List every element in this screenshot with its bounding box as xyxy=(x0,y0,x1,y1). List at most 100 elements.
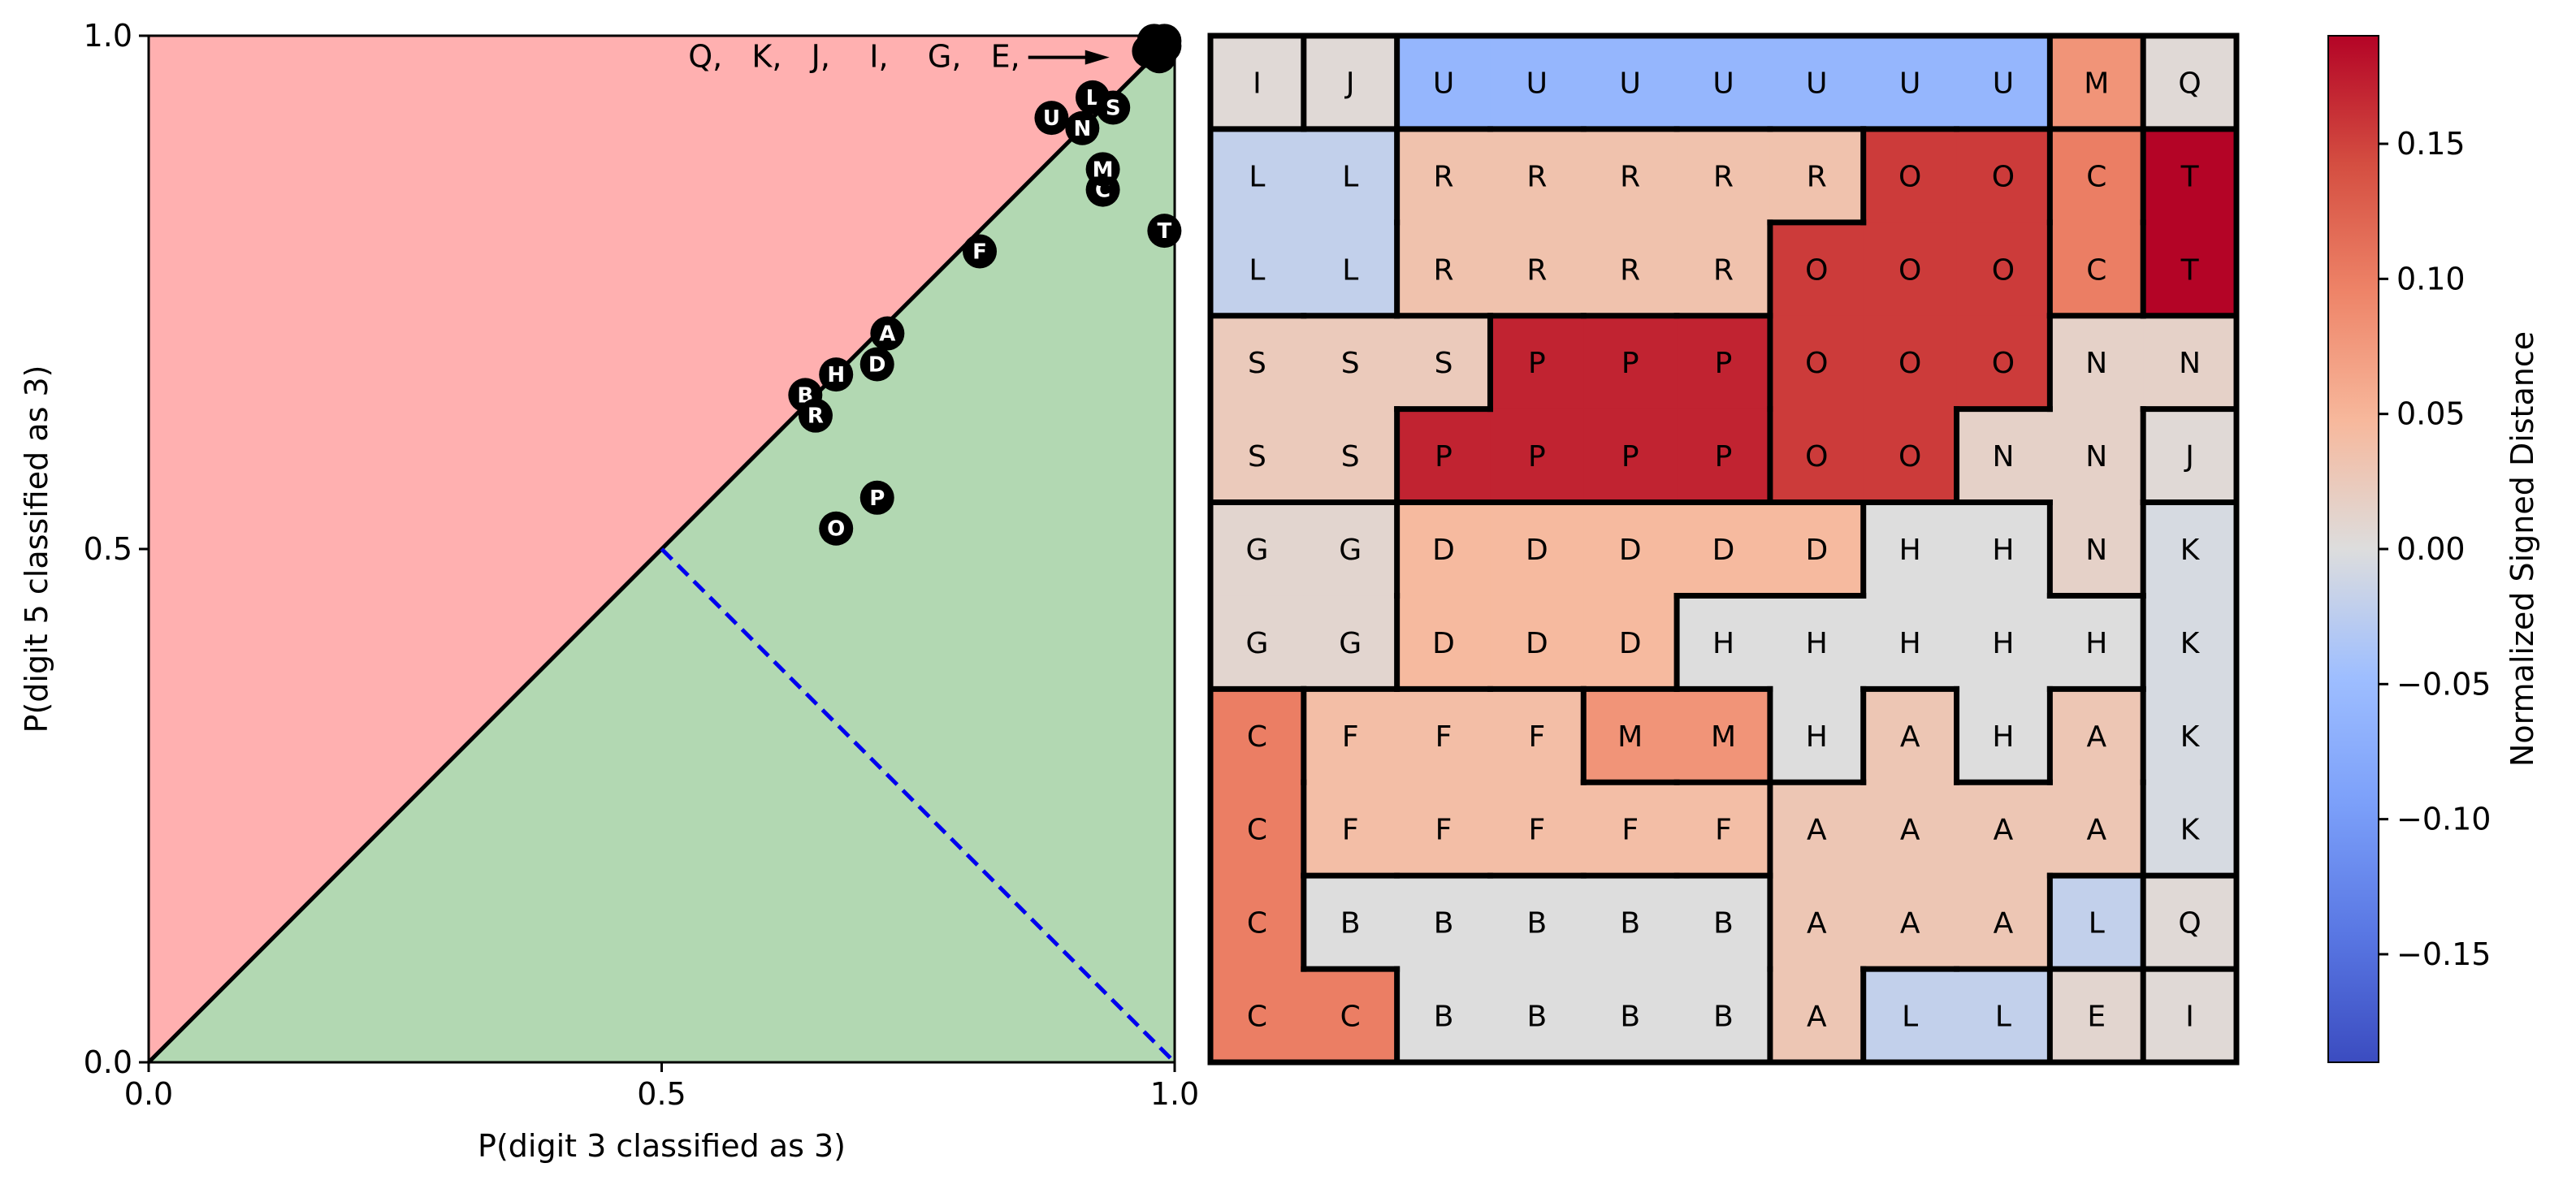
heatmap-cell xyxy=(2143,782,2237,876)
heatmap-cell-label: A xyxy=(2086,720,2106,754)
heatmap-cell xyxy=(1303,36,1398,130)
heatmap-cell-label: B xyxy=(1713,907,1734,940)
heatmap-cell xyxy=(1490,222,1584,317)
heatmap-cell xyxy=(1583,969,1678,1063)
heatmap-cell-label: D xyxy=(1526,534,1548,567)
heatmap-cell xyxy=(1490,595,1584,690)
heatmap-cell-label: B xyxy=(1620,1001,1640,1034)
heatmap-cell xyxy=(2050,876,2144,970)
heatmap-cell-label: D xyxy=(1526,627,1548,660)
heatmap-cell-label: H xyxy=(1899,534,1921,567)
heatmap-cell xyxy=(1583,222,1678,317)
heatmap-cell xyxy=(1396,315,1491,410)
heatmap-cell xyxy=(1210,315,1305,410)
point-marker xyxy=(870,316,905,351)
point-marker xyxy=(1034,101,1069,136)
heatmap-cell xyxy=(1303,969,1398,1063)
heatmap-cell xyxy=(1210,689,1305,783)
heatmap-cell-label: A xyxy=(2086,814,2106,847)
heatmap-cell-label: C xyxy=(1247,720,1267,754)
heatmap-cell xyxy=(1863,876,1958,970)
heatmap-cell-label: L xyxy=(1995,1001,2011,1034)
heatmap-cell xyxy=(2050,222,2144,317)
scatter-x-axis-label: P(digit 3 classified as 3) xyxy=(478,1128,846,1164)
heatmap-cell xyxy=(1303,222,1398,317)
heatmap-cell-label: T xyxy=(2180,160,2200,193)
heatmap-cell-label: N xyxy=(2085,534,2107,567)
heatmap-cell-label: F xyxy=(1342,720,1359,754)
heatmap-cell-label: A xyxy=(1807,814,1827,847)
heatmap-cell-label: A xyxy=(1900,907,1920,940)
heatmap-cell-label: N xyxy=(1992,440,2014,473)
heatmap-cell xyxy=(1769,222,1864,317)
heatmap-cell xyxy=(2050,782,2144,876)
heatmap-cell xyxy=(1303,502,1398,596)
point-label: U xyxy=(1043,106,1060,131)
heatmap-cell-label: C xyxy=(1247,814,1267,847)
heatmap-cell-label: H xyxy=(1806,720,1828,754)
heatmap-frame xyxy=(1207,32,2240,1066)
heatmap-cell xyxy=(2143,409,2237,504)
heatmap-cell-label: O xyxy=(1898,347,1921,380)
point-label: A xyxy=(879,322,895,347)
reference-dashed-line xyxy=(660,547,1176,1064)
heatmap-cell-label: S xyxy=(1248,347,1266,380)
heatmap-cell-label: R xyxy=(1526,253,1547,287)
heatmap-cell xyxy=(1769,128,1864,223)
heatmap-cell xyxy=(1210,222,1305,317)
heatmap-cell-label: R xyxy=(1713,160,1734,193)
heatmap-cell-label: O xyxy=(1992,253,2015,287)
heatmap-cell xyxy=(1863,689,1958,783)
heatmap-cell-label: K xyxy=(2180,627,2201,660)
colorbar-label: Normalized Signed Distance xyxy=(2505,331,2540,767)
heatmap-cell-label: O xyxy=(1992,347,2015,380)
heatmap-cell-label: L xyxy=(1249,160,1265,193)
heatmap-cell xyxy=(1956,128,2050,223)
heatmap-cell-label: U xyxy=(1806,67,1827,100)
heatmap-cell-label: M xyxy=(2084,67,2109,100)
heatmap-cell xyxy=(1210,502,1305,596)
heatmap-cell-label: F xyxy=(1342,814,1359,847)
point-U: U xyxy=(1034,101,1069,136)
heatmap-cell-label: O xyxy=(1898,160,1921,193)
point-O: O xyxy=(819,511,854,546)
point-marker xyxy=(819,511,854,546)
heatmap-cell xyxy=(1583,689,1678,783)
point-S: S xyxy=(1096,90,1131,125)
heatmap-cell-label: N xyxy=(2179,347,2201,380)
heatmap-cell-label: M xyxy=(1711,720,1736,754)
heatmap-cell xyxy=(1490,409,1584,504)
heatmap-cell-label: R xyxy=(1434,160,1454,193)
point-label: H xyxy=(827,363,845,387)
heatmap-cell xyxy=(1210,595,1305,690)
heatmap-cell-label: J xyxy=(1344,67,1355,100)
heatmap-cell-label: S xyxy=(1341,347,1360,380)
heatmap-cell xyxy=(1677,502,1771,596)
heatmap-cell xyxy=(1863,315,1958,410)
heatmap-cell xyxy=(2143,222,2237,317)
heatmap-cell-label: Q xyxy=(2178,907,2201,940)
heatmap-cell-label: L xyxy=(1342,253,1358,287)
colorbar-tick-label: 0.10 xyxy=(2396,261,2466,296)
heatmap-cell xyxy=(1490,782,1584,876)
heatmap-cell-label: H xyxy=(1992,627,2014,660)
heatmap-cell-label: D xyxy=(1805,534,1828,567)
point-label: F xyxy=(972,240,987,264)
heatmap-cell-label: R xyxy=(1434,253,1454,287)
heatmap-cell-label: D xyxy=(1432,627,1455,660)
heatmap-cell-label: P xyxy=(1715,347,1733,380)
heatmap-cell xyxy=(1490,969,1584,1063)
point-marker xyxy=(963,234,998,269)
colorbar-tick-label: 0.05 xyxy=(2396,396,2466,432)
heatmap-cell xyxy=(1396,969,1491,1063)
heatmap-cell xyxy=(1303,689,1398,783)
point-marker xyxy=(859,347,894,382)
heatmap-cell-label: P xyxy=(1528,347,1546,380)
heatmap-cell xyxy=(1303,782,1398,876)
heatmap-cell xyxy=(1490,876,1584,970)
heatmap-cell xyxy=(2143,315,2237,410)
heatmap-cell xyxy=(2050,969,2144,1063)
heatmap-cell xyxy=(1583,315,1678,410)
heatmap-cell-label: B xyxy=(1434,1001,1454,1034)
heatmap-cell-label: O xyxy=(1805,440,1828,473)
